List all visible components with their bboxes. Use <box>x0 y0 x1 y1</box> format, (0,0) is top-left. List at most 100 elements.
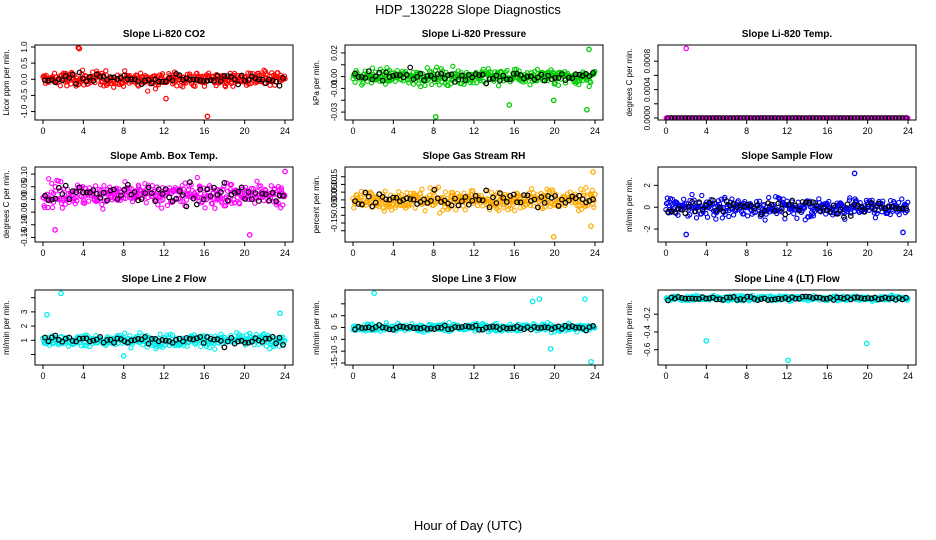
mean-point <box>97 194 104 201</box>
mean-point <box>706 115 713 120</box>
mean-point <box>428 197 434 204</box>
x-tick-label: 12 <box>469 126 479 136</box>
points-group <box>350 290 598 365</box>
data-point <box>802 217 808 223</box>
mean-point <box>407 196 414 202</box>
mean-point <box>744 293 751 300</box>
mean-point <box>576 192 583 199</box>
mean-point <box>69 71 76 78</box>
data-point <box>194 174 200 181</box>
mean-point <box>590 196 596 203</box>
points-group <box>350 169 598 240</box>
y-tick-label: -0.2 <box>643 307 652 321</box>
mean-point <box>69 188 76 195</box>
data-point <box>887 197 894 204</box>
mean-point <box>86 338 93 345</box>
data-point <box>64 83 70 89</box>
panel-title: Slope Amb. Box Temp. <box>110 151 218 162</box>
mean-point <box>100 73 107 80</box>
y-tick-label: -0.4 <box>643 325 652 339</box>
mean-point <box>393 194 400 201</box>
mean-point <box>93 190 100 197</box>
mean-point <box>273 340 280 347</box>
mean-point <box>414 325 421 331</box>
mean-point <box>80 189 86 196</box>
mean-point <box>503 198 510 205</box>
data-point <box>120 83 127 89</box>
x-tick-label: 20 <box>863 248 873 258</box>
mean-point <box>823 115 830 120</box>
mean-point <box>159 78 166 85</box>
mean-point <box>90 77 97 84</box>
mean-point <box>472 71 479 77</box>
mean-point <box>882 294 889 301</box>
data-point <box>122 195 129 202</box>
y-tick-label: 1.0 <box>20 41 29 53</box>
data-point <box>68 81 74 87</box>
data-point <box>382 188 388 194</box>
mean-point <box>772 296 778 303</box>
mean-point <box>359 325 365 331</box>
data-point <box>225 188 231 194</box>
mean-point <box>238 72 245 79</box>
mean-point <box>503 76 510 83</box>
data-point <box>178 198 184 205</box>
mean-point <box>135 197 142 204</box>
mean-point <box>128 76 135 83</box>
mean-point <box>200 340 207 346</box>
mean-point <box>665 297 671 304</box>
mean-point <box>889 115 896 120</box>
mean-point <box>231 189 238 196</box>
mean-point <box>590 69 596 76</box>
mean-point <box>97 74 104 80</box>
mean-point <box>431 75 438 82</box>
mean-point <box>138 196 145 203</box>
mean-point <box>255 198 262 204</box>
data-point <box>43 72 49 78</box>
data-point <box>122 179 128 185</box>
mean-point <box>768 201 775 208</box>
mean-point <box>455 76 462 83</box>
mean-point <box>875 296 882 303</box>
data-point <box>437 210 443 216</box>
x-tick-label: 12 <box>782 126 792 136</box>
mean-point <box>217 78 224 85</box>
data-point <box>501 204 507 210</box>
data-point <box>278 185 284 191</box>
x-tick-label: 0 <box>40 126 45 136</box>
mean-point <box>55 76 62 82</box>
mean-point <box>810 295 816 302</box>
mean-point <box>104 337 110 343</box>
mean-point <box>730 200 737 207</box>
mean-point <box>352 198 358 205</box>
mean-point <box>180 192 186 199</box>
mean-point <box>816 207 823 214</box>
mean-point <box>796 115 802 120</box>
mean-point <box>359 74 365 80</box>
mean-point <box>827 208 833 215</box>
mean-point <box>214 72 221 79</box>
x-tick-label: 12 <box>159 126 169 136</box>
mean-point <box>878 205 885 211</box>
x-tick-label: 12 <box>159 248 169 258</box>
mean-point <box>428 325 434 332</box>
y-tick-label: -0.15 <box>20 228 29 247</box>
data-point <box>151 73 158 79</box>
y-tick-label: -15 <box>330 357 339 369</box>
mean-point <box>758 211 764 218</box>
data-point <box>474 202 481 209</box>
mean-point <box>407 64 414 71</box>
x-tick-label: 16 <box>509 371 519 381</box>
mean-point <box>434 71 441 78</box>
data-point <box>385 203 391 210</box>
x-tick-label: 4 <box>704 126 709 136</box>
data-point <box>382 81 389 87</box>
data-point <box>201 83 208 89</box>
mean-point <box>590 323 596 329</box>
data-point <box>263 187 269 194</box>
mean-point <box>827 115 833 120</box>
x-tick-label: 16 <box>509 126 519 136</box>
mean-point <box>892 115 899 120</box>
mean-point <box>559 71 565 77</box>
x-tick-label: 0 <box>40 248 45 258</box>
